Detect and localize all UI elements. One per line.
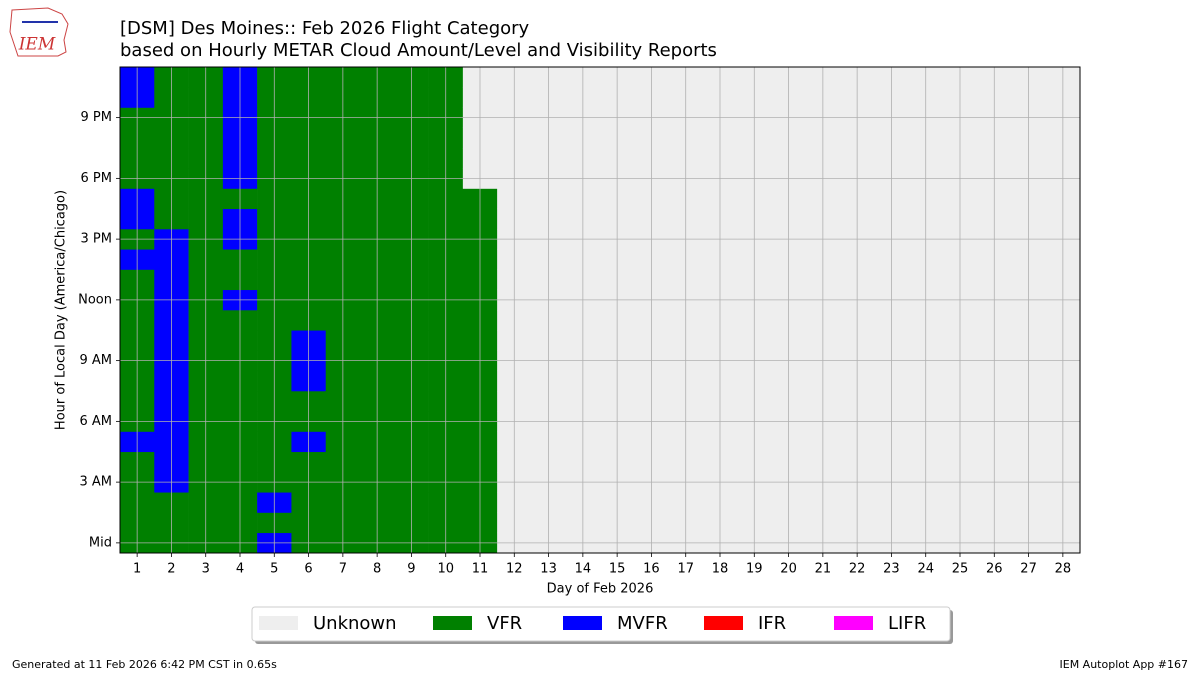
y-tick-label: 9 PM: [81, 110, 112, 125]
x-tick-label: 7: [339, 562, 347, 577]
x-tick-label: 22: [849, 562, 866, 577]
x-tick-label: 8: [373, 562, 381, 577]
y-tick-label: 6 PM: [81, 171, 112, 186]
y-tick-label: Mid: [89, 535, 112, 550]
x-tick-label: 13: [540, 562, 557, 577]
x-tick-label: 6: [304, 562, 312, 577]
y-tick-label: 3 PM: [81, 232, 112, 247]
y-tick-label: 3 AM: [79, 475, 112, 490]
logo: IEM: [9, 7, 69, 57]
x-tick-label: 12: [506, 562, 523, 577]
x-tick-label: 11: [472, 562, 489, 577]
y-tick-label: Noon: [78, 292, 112, 307]
legend-swatch: [563, 616, 602, 630]
chart-subtitle: based on Hourly METAR Cloud Amount/Level…: [120, 40, 717, 61]
x-tick-label: 24: [917, 562, 934, 577]
x-tick-label: 25: [952, 562, 969, 577]
legend-label: MVFR: [617, 613, 668, 634]
x-tick-label: 16: [643, 562, 660, 577]
legend-swatch: [834, 616, 873, 630]
legend-label: IFR: [758, 613, 786, 634]
x-tick-label: 17: [677, 562, 694, 577]
x-axis-label: Day of Feb 2026: [547, 582, 654, 597]
chart-title: [DSM] Des Moines:: Feb 2026 Flight Categ…: [120, 18, 530, 39]
y-tick-label: 9 AM: [79, 353, 112, 368]
x-tick-label: 3: [202, 562, 210, 577]
x-tick-label: 14: [575, 562, 592, 577]
x-tick-label: 2: [167, 562, 175, 577]
x-tick-label: 26: [986, 562, 1003, 577]
legend-swatch: [259, 616, 298, 630]
legend-swatch: [433, 616, 472, 630]
x-tick-label: 10: [437, 562, 454, 577]
x-tick-label: 15: [609, 562, 626, 577]
legend-label: Unknown: [313, 613, 397, 634]
x-tick-label: 5: [270, 562, 278, 577]
footer-right: IEM Autoplot App #167: [1060, 658, 1189, 671]
logo-outline: [9, 7, 69, 57]
logo-text: IEM: [18, 35, 56, 55]
x-tick-label: 21: [815, 562, 832, 577]
plot-frame: [119, 66, 1081, 554]
x-tick-label: 23: [883, 562, 900, 577]
x-tick-label: 18: [712, 562, 729, 577]
y-axis-label: Hour of Local Day (America/Chicago): [54, 190, 69, 430]
legend-swatch: [704, 616, 743, 630]
x-tick-label: 20: [780, 562, 797, 577]
footer-left: Generated at 11 Feb 2026 6:42 PM CST in …: [12, 658, 277, 671]
x-tick-label: 1: [133, 562, 141, 577]
x-tick-label: 19: [746, 562, 763, 577]
x-tick-label: 4: [236, 562, 244, 577]
x-tick-label: 28: [1055, 562, 1072, 577]
x-tick-label: 9: [407, 562, 415, 577]
x-tick-label: 27: [1020, 562, 1037, 577]
legend-label: LIFR: [888, 613, 926, 634]
y-tick-label: 6 AM: [79, 414, 112, 429]
legend-label: VFR: [487, 613, 522, 634]
